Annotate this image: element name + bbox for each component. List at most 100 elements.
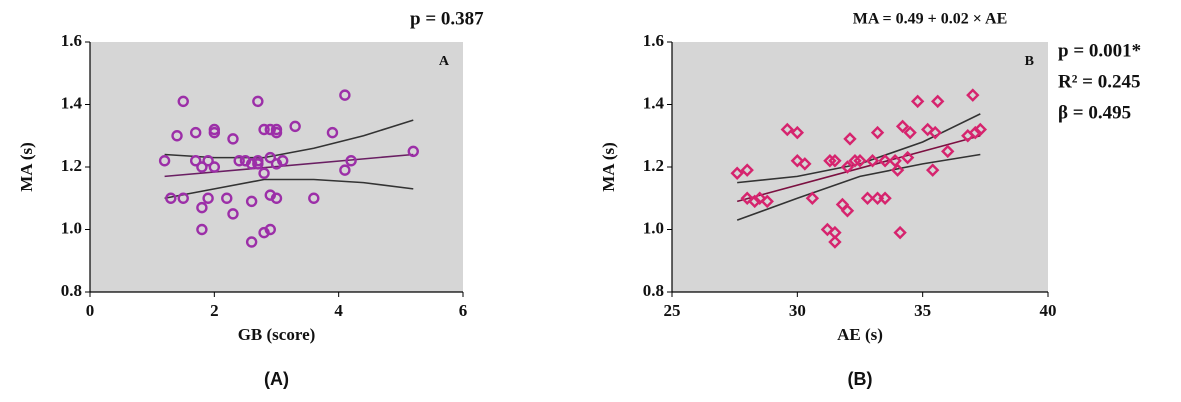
point: [748, 194, 762, 209]
point: [171, 130, 183, 142]
x-tick-label: 35: [914, 301, 931, 320]
point: [920, 122, 935, 137]
point: [740, 191, 754, 205]
y-tick-label: 1.4: [643, 93, 665, 112]
y-tick-label: 1.4: [61, 93, 83, 112]
y-tick-label: 1.2: [643, 156, 664, 175]
point: [407, 145, 419, 158]
point: [308, 192, 320, 204]
point: [177, 95, 189, 108]
fit-line: [736, 153, 981, 221]
x-tick-label: 40: [1040, 301, 1057, 320]
point: [233, 155, 245, 167]
x-tick-label: 0: [86, 301, 95, 320]
fit-line: [164, 153, 414, 178]
point: [345, 155, 357, 167]
y-axis-label: MA (s): [17, 142, 36, 192]
y-tick-label: 1.2: [61, 156, 82, 175]
annotation: β = 0.495: [1058, 102, 1131, 123]
caption: (A): [264, 369, 289, 389]
point: [853, 154, 867, 168]
point: [780, 122, 795, 137]
point: [740, 163, 754, 177]
caption: (B): [848, 369, 873, 389]
point: [177, 192, 189, 204]
point: [843, 132, 857, 146]
point: [865, 154, 880, 168]
point: [196, 223, 208, 236]
point: [264, 223, 276, 236]
point: [221, 192, 233, 204]
point: [878, 191, 892, 205]
annotation: MA = 0.49 + 0.02 × AE: [853, 11, 1007, 28]
y-axis-label: MA (s): [599, 142, 618, 192]
point: [840, 160, 855, 174]
point: [790, 154, 805, 168]
x-tick-label: 25: [664, 301, 681, 320]
point: [895, 119, 910, 134]
y-tick-label: 1.0: [61, 218, 82, 237]
point: [158, 155, 171, 167]
point: [900, 150, 915, 165]
point: [202, 192, 214, 204]
point: [227, 133, 239, 145]
point: [196, 161, 208, 173]
y-tick-label: 0.8: [61, 281, 82, 300]
x-axis-label: AE (s): [837, 325, 883, 344]
x-tick-label: 2: [210, 301, 219, 320]
point: [925, 163, 940, 177]
point: [245, 195, 258, 208]
annotation: p = 0.001*: [1058, 40, 1141, 61]
point: [208, 126, 221, 139]
x-tick-label: 4: [334, 301, 343, 320]
point: [189, 126, 202, 139]
y-tick-label: 1.6: [643, 31, 664, 50]
x-tick-label: 6: [459, 301, 468, 320]
point: [840, 204, 855, 218]
point: [931, 94, 945, 109]
point: [890, 163, 905, 177]
point: [196, 201, 208, 214]
point: [753, 191, 767, 205]
point: [339, 164, 351, 176]
point: [870, 125, 885, 140]
point: [878, 154, 892, 168]
point: [828, 154, 842, 168]
fit-line: [164, 178, 414, 200]
panel-label: B: [1025, 54, 1034, 69]
annotation: R² = 0.245: [1058, 71, 1141, 92]
point: [730, 166, 744, 180]
y-tick-label: 0.8: [643, 281, 664, 300]
y-tick-label: 1.0: [643, 218, 664, 237]
point: [760, 194, 774, 209]
point: [941, 144, 955, 159]
panel-label: A: [439, 54, 450, 69]
point: [966, 88, 980, 102]
point: [798, 157, 812, 171]
point: [270, 192, 283, 204]
point: [326, 126, 339, 139]
point: [339, 89, 351, 101]
point: [903, 125, 917, 140]
point: [208, 161, 221, 173]
point: [860, 191, 875, 205]
point: [165, 192, 177, 204]
x-axis-label: GB (score): [238, 325, 316, 344]
point: [277, 155, 289, 167]
annotation: p = 0.387: [410, 8, 484, 29]
point: [252, 155, 264, 167]
point: [828, 235, 842, 249]
point: [928, 125, 942, 140]
fit-line: [736, 134, 981, 203]
point: [289, 120, 301, 133]
point: [270, 123, 283, 136]
point: [245, 236, 258, 248]
point: [258, 167, 270, 179]
point: [227, 208, 239, 220]
point: [252, 95, 264, 108]
point: [258, 123, 270, 136]
y-tick-label: 1.6: [61, 31, 82, 50]
point: [820, 222, 835, 237]
